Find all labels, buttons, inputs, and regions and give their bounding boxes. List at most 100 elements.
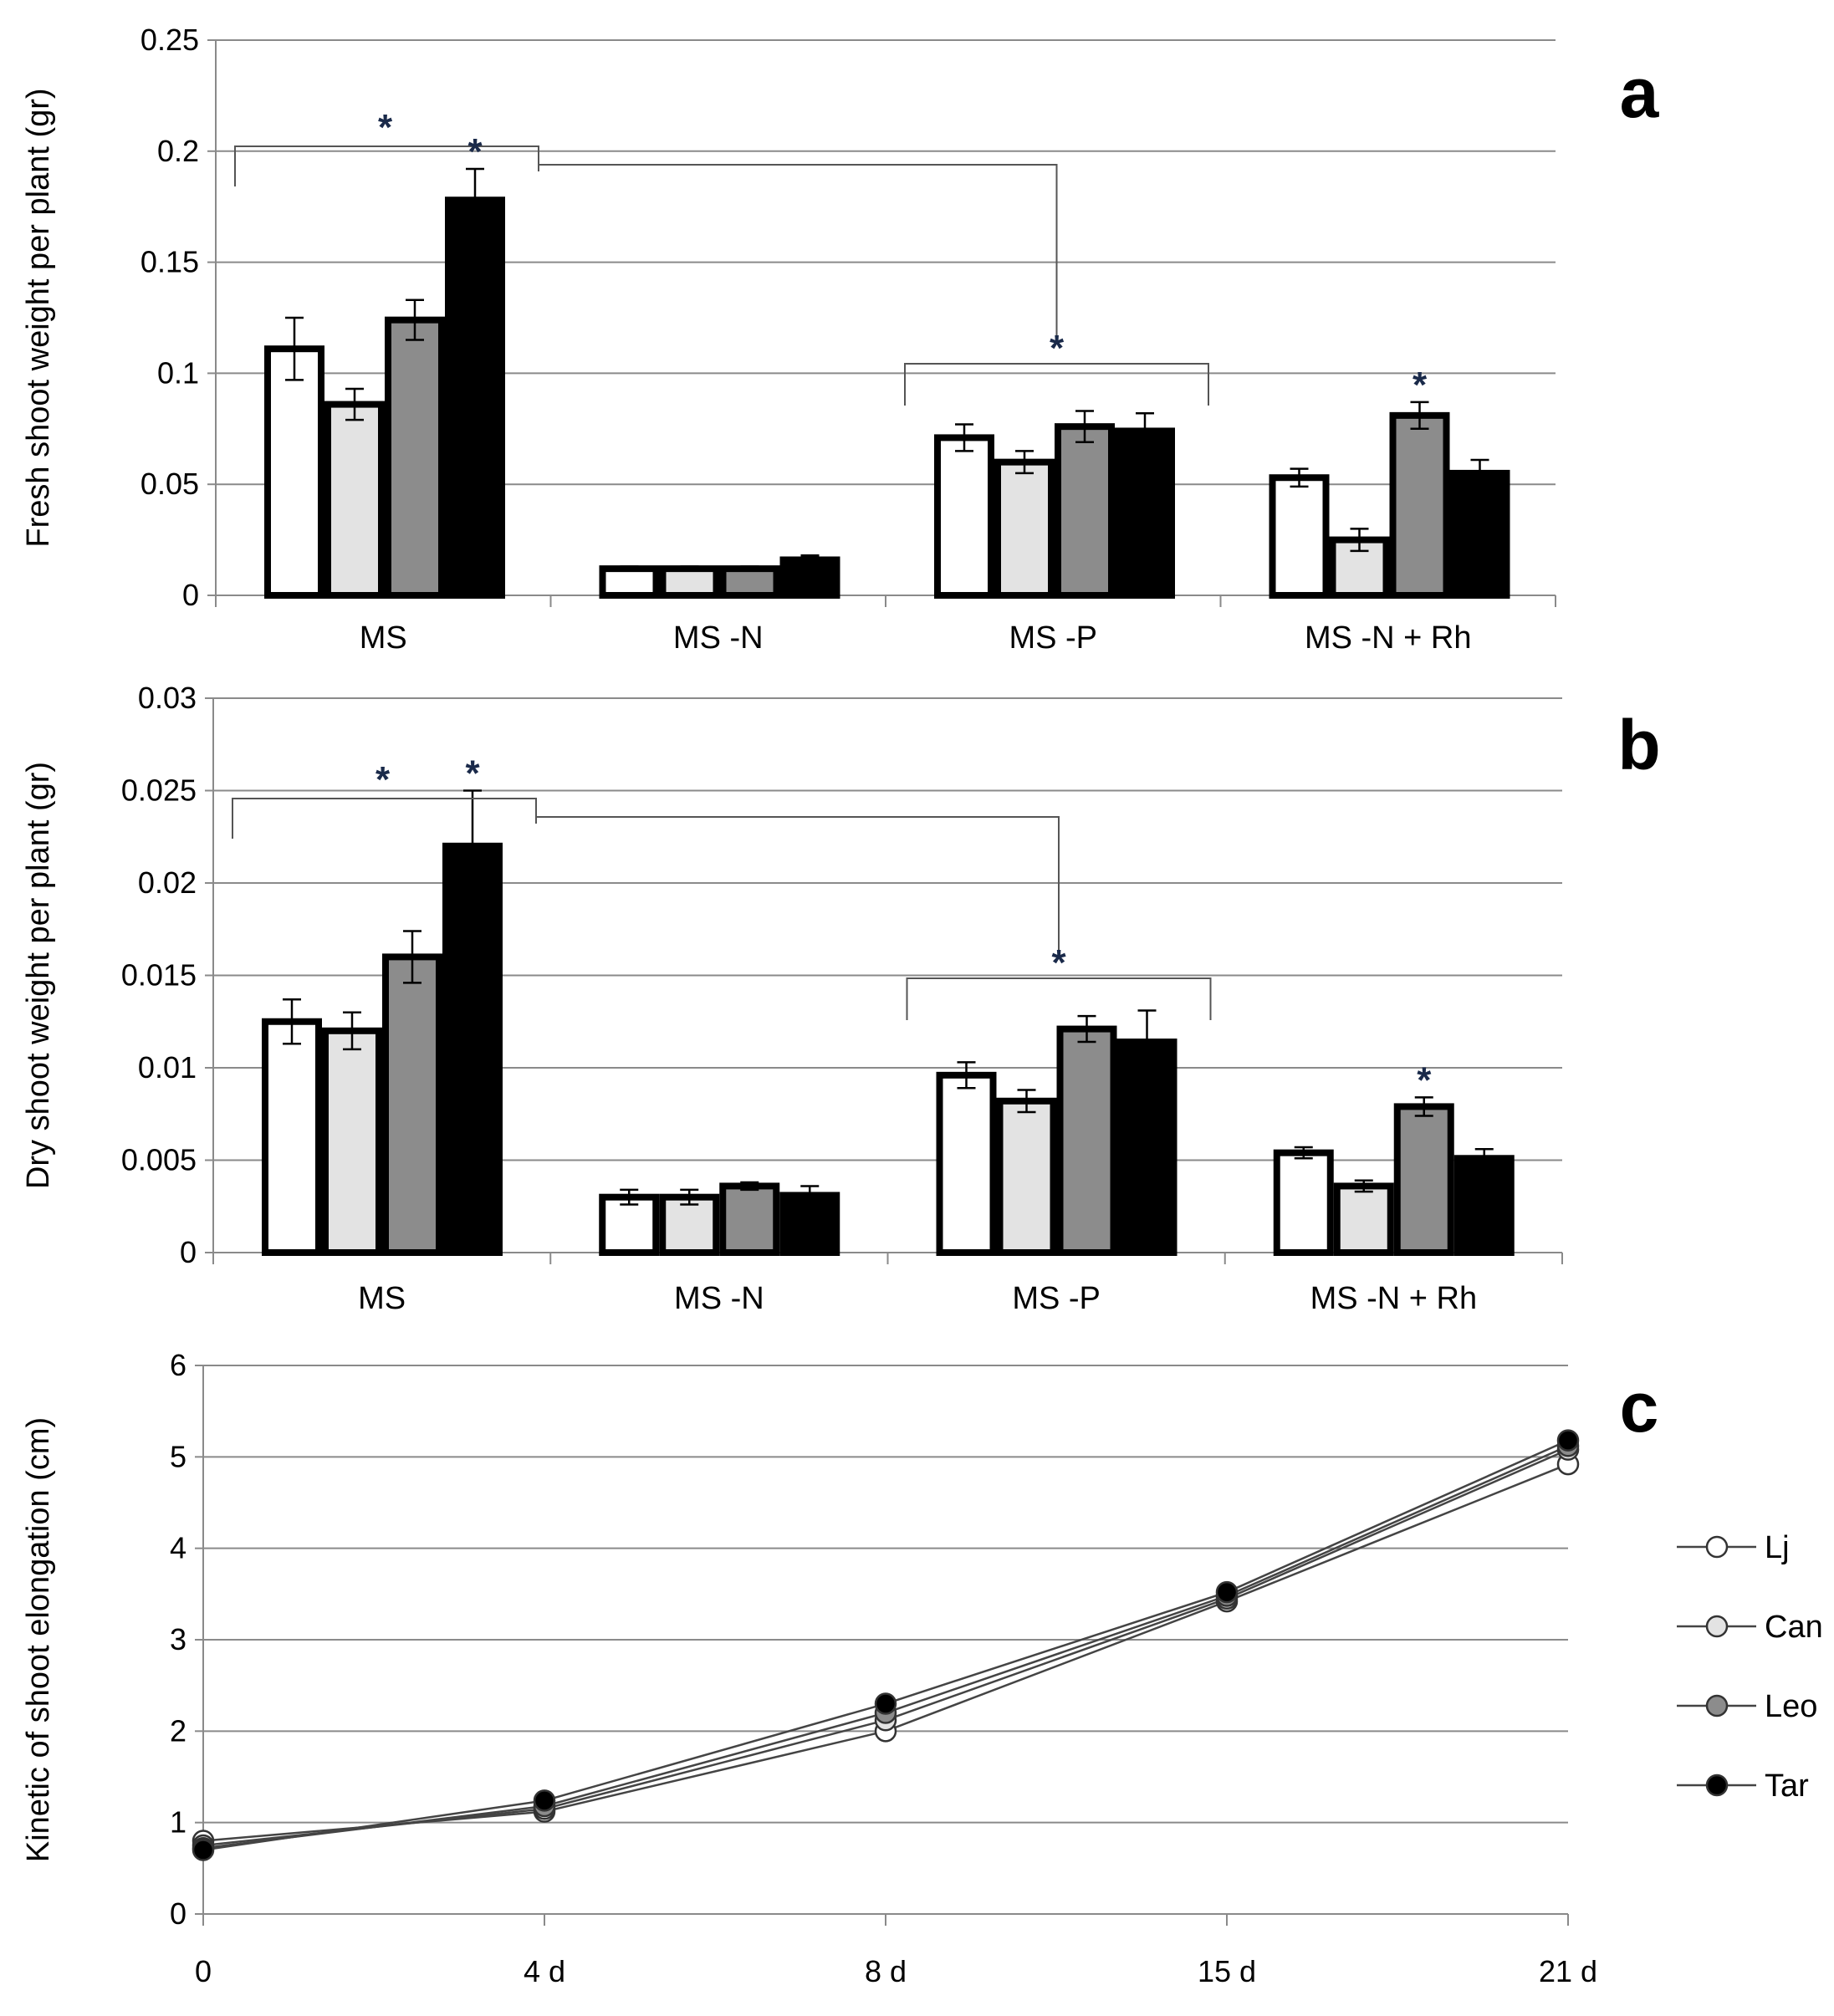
y-tick-label: 2 <box>170 1713 186 1748</box>
point-tar <box>874 1692 897 1715</box>
bar-lj <box>934 434 994 600</box>
y-tick-label: 0.03 <box>138 681 197 715</box>
y-tick-label: 0.02 <box>138 865 197 900</box>
bar-can <box>659 565 720 599</box>
legend-marker-can <box>1705 1615 1729 1638</box>
bar-tar <box>445 196 505 599</box>
significance-connector <box>536 816 1060 953</box>
point-tar <box>533 1789 556 1812</box>
legend-marker-tar <box>1705 1774 1729 1797</box>
bar-leo <box>1393 1103 1454 1257</box>
series-line-tar <box>202 1439 1569 1851</box>
legend-label: Can <box>1765 1610 1823 1645</box>
bar-leo <box>719 565 780 599</box>
bar-leo <box>1055 423 1115 600</box>
bar-can <box>994 458 1055 600</box>
legend-marker-leo <box>1705 1694 1729 1717</box>
y-axis-label: Fresh shoot weight per plant (gr) <box>21 88 56 547</box>
category-label: MS <box>360 620 407 656</box>
bar-lj <box>599 1193 660 1256</box>
significance-star: * <box>1413 365 1428 406</box>
category-label: MS <box>358 1281 406 1316</box>
significance-star: * <box>1050 328 1065 369</box>
significance-bracket <box>904 363 1209 406</box>
y-tick-label: 0.25 <box>140 23 199 57</box>
bar-leo <box>385 316 445 599</box>
y-tick-label: 0 <box>182 578 199 612</box>
category-label: MS -P <box>1009 620 1097 656</box>
bar-lj <box>1273 1149 1334 1257</box>
panel-a: 0 0.05 0.1 0.15 0.2 0.25 MS MS -N MS -P MS -N + R… <box>21 23 1660 656</box>
y-tick-label: 5 <box>170 1439 186 1473</box>
significance-star: * <box>1417 1059 1432 1100</box>
bar-tar <box>1449 469 1510 599</box>
y-tick-label: 0 <box>170 1896 186 1931</box>
legend: Lj Can Leo Tar <box>1677 1530 1823 1804</box>
bar-leo <box>1389 411 1450 600</box>
y-tick-label: 0.025 <box>121 773 197 808</box>
category-label: MS -N + Rh <box>1310 1281 1478 1316</box>
series-line-lj <box>202 1462 1569 1842</box>
panel-letter: a <box>1620 54 1660 132</box>
y-tick-label: 0 <box>180 1235 197 1269</box>
bar-can <box>322 1027 382 1257</box>
significance-star: * <box>465 753 480 794</box>
bar-lj <box>262 1018 322 1256</box>
bar-lj <box>1269 474 1330 599</box>
bar-tar <box>1115 427 1175 599</box>
significance-bracket <box>906 977 1212 1020</box>
y-tick-label: 6 <box>170 1348 186 1382</box>
bar-can <box>996 1097 1057 1257</box>
y-tick-label: 0.005 <box>121 1143 197 1177</box>
significance-bracket <box>234 145 539 186</box>
legend-label: Tar <box>1765 1768 1809 1804</box>
legend-label: Lj <box>1765 1530 1790 1565</box>
x-tick-label: 8 d <box>865 1954 907 1988</box>
series-line-leo <box>202 1445 1569 1850</box>
x-tick-label: 4 d <box>524 1954 565 1988</box>
y-tick-label: 0.05 <box>140 467 199 501</box>
series-line-can <box>202 1448 1569 1847</box>
panel-letter: b <box>1617 706 1660 784</box>
point-tar <box>192 1839 215 1861</box>
bar-leo <box>1056 1025 1117 1256</box>
bar-tar <box>442 842 503 1256</box>
point-tar <box>1215 1580 1239 1604</box>
panel-letter: c <box>1620 1368 1659 1447</box>
significance-bracket <box>232 798 537 839</box>
y-tick-label: 0.15 <box>140 245 199 279</box>
y-tick-label: 1 <box>170 1805 186 1840</box>
legend-label: Leo <box>1765 1689 1817 1724</box>
x-tick-label: 0 <box>195 1954 212 1988</box>
bar-tar <box>1453 1155 1515 1257</box>
bar-lj <box>264 345 324 599</box>
y-tick-label: 0.015 <box>121 958 197 993</box>
significance-star: * <box>467 131 483 172</box>
significance-star: * <box>375 759 391 800</box>
bar-can <box>1333 1182 1394 1256</box>
y-tick-label: 0.2 <box>157 134 199 168</box>
bar-can <box>659 1193 720 1256</box>
bar-leo <box>382 953 442 1257</box>
y-tick-label: 4 <box>170 1531 186 1565</box>
bar-tar <box>1116 1039 1178 1257</box>
y-axis-label: Kinetic of shoot elongation (cm) <box>21 1417 56 1862</box>
point-tar <box>1556 1429 1580 1452</box>
panel-c: 0 1 2 3 4 5 6 0 4 d 8 d 15 d 21 d Kinetic of shoot e… <box>21 1348 1823 1988</box>
y-tick-label: 0.01 <box>138 1050 197 1085</box>
bar-lj <box>599 565 660 599</box>
y-tick-label: 3 <box>170 1622 186 1656</box>
bar-leo <box>719 1182 780 1256</box>
panel-b: 0 0.005 0.01 0.015 0.02 0.025 0.03 MS MS -N MS -P… <box>21 681 1661 1316</box>
significance-connector <box>539 164 1058 339</box>
legend-marker-lj <box>1705 1535 1729 1559</box>
significance-star: * <box>1051 942 1066 983</box>
x-tick-label: 21 d <box>1539 1954 1597 1988</box>
category-label: MS -N + Rh <box>1305 620 1472 656</box>
bar-lj <box>936 1071 997 1256</box>
category-label: MS -N <box>673 620 764 656</box>
x-tick-label: 15 d <box>1198 1954 1256 1988</box>
y-axis-label: Dry shoot weight per plant (gr) <box>21 762 56 1189</box>
bar-can <box>324 401 385 600</box>
